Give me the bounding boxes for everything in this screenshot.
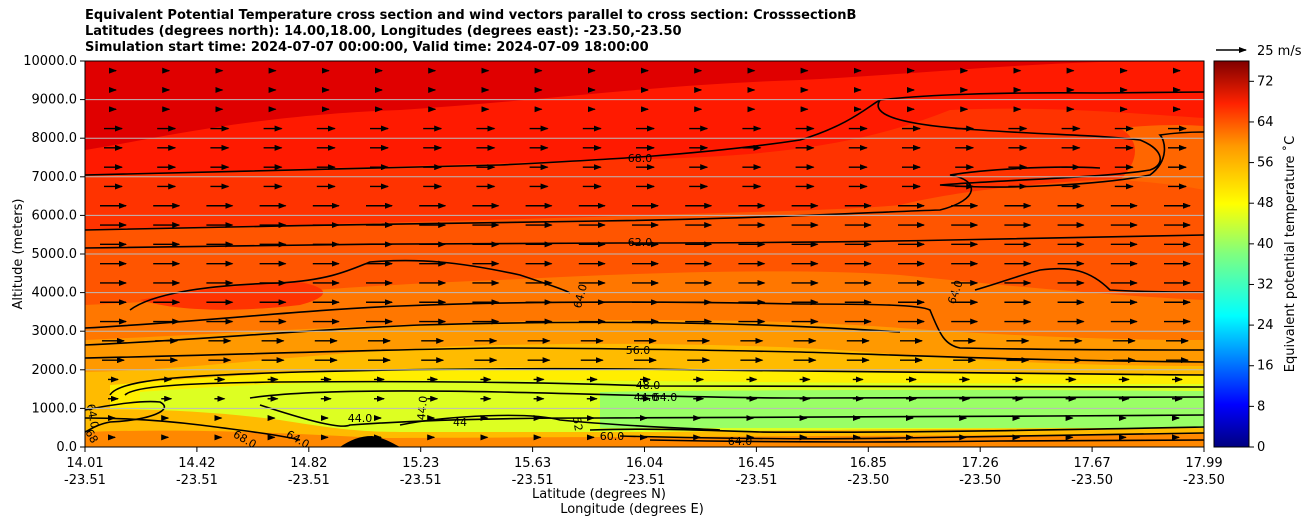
- colorbar-tick-label: 32: [1257, 277, 1274, 292]
- contour-44a: [249, 390, 1204, 399]
- contour-low-5: [649, 439, 1204, 443]
- x-tick-longitude: -23.51: [624, 473, 666, 488]
- colorbar: 0 8 16 24 32 40 48 56 64 72 Equivalent potential …: [1213, 60, 1298, 455]
- contour-label: 68: [82, 427, 100, 446]
- contour-label: 64.0: [728, 435, 753, 448]
- colorbar-tick-label: 0: [1257, 440, 1265, 455]
- colorbar-tick-label: 40: [1257, 237, 1274, 252]
- band-light-green: [600, 390, 1204, 428]
- contour-58: [85, 321, 901, 346]
- filled-contour-bands: [85, 61, 1204, 447]
- y-axis-ticks: 0.0 1000.0 2000.0 3000.0 4000.0 5000.0 6000.0 7…: [23, 54, 85, 455]
- colorbar-label: Equivalent potential temperature ˚C: [1282, 136, 1298, 372]
- terrain-shadow: [340, 436, 400, 447]
- x-tick-latitude: 17.67: [1073, 456, 1110, 471]
- x-tick-latitude: 16.04: [626, 456, 663, 471]
- x-tick-latitude: 17.99: [1185, 456, 1222, 471]
- colorbar-tick-label: 72: [1257, 74, 1274, 89]
- contour-label: 56.0: [626, 344, 651, 357]
- x-tick-longitude: -23.51: [64, 473, 106, 488]
- contour-62-main: [85, 234, 1204, 249]
- colorbar-ticks: 0 8 16 24 32 40 48 56 64 72: [1249, 74, 1274, 455]
- contour-low-3: [589, 426, 1204, 433]
- y-gridlines: [85, 99, 1204, 409]
- colorbar-tick-label: 48: [1257, 196, 1274, 211]
- contour-44b: [259, 404, 1204, 427]
- x-tick-longitude: -23.51: [288, 473, 330, 488]
- x-tick-latitude: 14.01: [66, 456, 103, 471]
- x-tick-latitude: 14.82: [290, 456, 327, 471]
- y-tick-label: 3000.0: [32, 324, 78, 339]
- contour-low-2: [85, 417, 301, 441]
- chart-title-line-1: Equivalent Potential Temperature cross s…: [85, 8, 857, 23]
- contour-60: [85, 301, 1204, 351]
- y-tick-label: 2000.0: [32, 363, 78, 378]
- colorbar-tick-label: 64: [1257, 115, 1274, 130]
- contour-label: 64.0: [571, 283, 590, 310]
- x-tick-latitude: 14.42: [178, 456, 215, 471]
- contour-64-right: [974, 267, 1204, 293]
- wind-key-label: 25 m/s: [1257, 44, 1302, 59]
- y-axis-label: Altitude (meters): [11, 199, 26, 310]
- wind-vectors: [100, 67, 1191, 441]
- x-tick-latitude: 17.26: [962, 456, 999, 471]
- x-tick-longitude: -23.50: [1071, 473, 1113, 488]
- contour-label: 60.0: [600, 430, 625, 443]
- chart-title-line-3: Simulation start time: 2024-07-07 00:00:…: [85, 40, 649, 55]
- x-axis-ticks: 14.01 -23.51 14.42 -23.51 14.82 -23.51 15.23 -2…: [64, 447, 1225, 488]
- contour-label: 64.0: [84, 403, 101, 429]
- colorbar-frame: [1213, 60, 1250, 448]
- x-tick-latitude: 15.23: [402, 456, 439, 471]
- contour-label: 48.0: [636, 379, 661, 392]
- chart-title-line-2: Latitudes (degrees north): 14.00,18.00, …: [85, 24, 682, 39]
- colorbar-tick-label: 24: [1257, 318, 1274, 333]
- x-tick-latitude: 16.85: [850, 456, 887, 471]
- x-tick-longitude: -23.51: [176, 473, 218, 488]
- x-tick-longitude: -23.50: [1183, 473, 1225, 488]
- y-tick-label: 9000.0: [32, 93, 78, 108]
- contour-label: 52: [570, 416, 585, 432]
- contour-52: [109, 367, 1204, 396]
- x-axis-label-latitude: Latitude (degrees N): [532, 487, 666, 502]
- contour-low-4: [619, 432, 1204, 440]
- x-tick-longitude: -23.50: [959, 473, 1001, 488]
- y-tick-label: 7000.0: [32, 170, 78, 185]
- y-tick-label: 4000.0: [32, 286, 78, 301]
- contour-label: 44.0: [634, 391, 659, 404]
- contour-lines: [85, 91, 1204, 443]
- x-tick-longitude: -23.51: [512, 473, 554, 488]
- contour-label: 62.0: [628, 236, 653, 249]
- y-tick-label: 5000.0: [32, 247, 78, 262]
- contour-label: 68.0: [628, 152, 653, 165]
- colorbar-tick-label: 8: [1257, 399, 1265, 414]
- x-tick-latitude: 15.63: [514, 456, 551, 471]
- contour-68-east: [877, 99, 1204, 188]
- x-tick-longitude: -23.50: [847, 473, 889, 488]
- y-tick-label: 0.0: [56, 440, 77, 455]
- x-tick-longitude: -23.51: [400, 473, 442, 488]
- contour-low-1: [85, 400, 166, 433]
- colorbar-tick-label: 56: [1257, 156, 1274, 171]
- colorbar-tick-label: 16: [1257, 359, 1274, 374]
- y-tick-label: 6000.0: [32, 208, 78, 223]
- x-tick-latitude: 16.45: [738, 456, 775, 471]
- contour-64-bulge: [129, 259, 571, 311]
- x-axis-label-longitude: Longitude (degrees E): [560, 502, 704, 517]
- y-tick-label: 1000.0: [32, 401, 78, 416]
- colorbar-gradient: [1214, 61, 1249, 447]
- y-tick-label: 10000.0: [23, 54, 77, 69]
- contour-label: 44.0: [348, 412, 373, 425]
- contour-44c: [399, 414, 721, 431]
- contour-label: 64.0: [653, 391, 678, 404]
- contour-label: 44: [453, 416, 467, 429]
- x-tick-longitude: -23.51: [735, 473, 777, 488]
- y-tick-label: 8000.0: [32, 131, 78, 146]
- contour-68-top: [85, 91, 1204, 176]
